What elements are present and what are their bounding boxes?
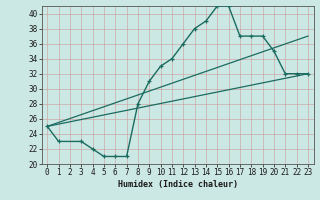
X-axis label: Humidex (Indice chaleur): Humidex (Indice chaleur) (118, 180, 237, 189)
